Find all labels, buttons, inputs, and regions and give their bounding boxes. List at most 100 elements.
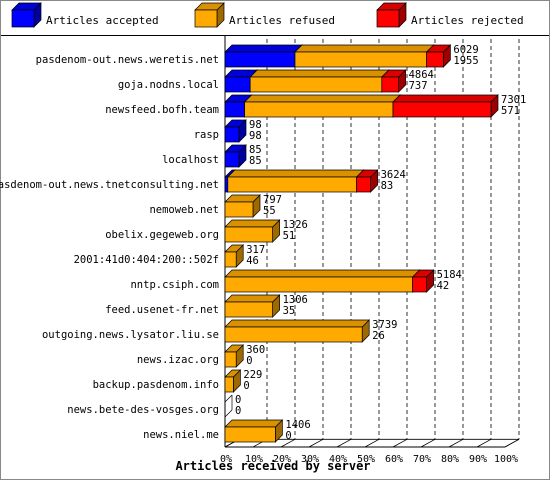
bar-row-1 <box>224 44 452 68</box>
bar-6-accepted-front <box>224 176 229 193</box>
bar-1-refused-front <box>294 51 427 68</box>
data-label-total-15: 0 <box>235 394 241 406</box>
floor-tick-5 <box>364 438 380 448</box>
data-label-second-16: 0 <box>285 430 291 442</box>
bar-16-refused-front <box>224 426 276 443</box>
bar-14-refused-front <box>224 376 234 393</box>
bar-1-accepted-front <box>224 51 296 68</box>
bar-7-refused <box>224 194 261 218</box>
bar-12-refused-top <box>224 319 371 328</box>
bar-2-refused-front <box>249 76 383 93</box>
data-label-second-5: 85 <box>249 155 262 167</box>
floor-tick-4 <box>336 438 352 448</box>
bar-9-refused <box>224 244 245 268</box>
x-tick-label-8: 80% <box>441 454 459 465</box>
bar-3-rejected-top <box>392 94 499 103</box>
bar-1-rejected <box>425 44 452 68</box>
data-label-second-10: 42 <box>437 280 450 292</box>
floor-tick-8 <box>448 438 464 448</box>
bar-13-refused <box>224 344 245 368</box>
data-label-second-15: 0 <box>235 405 241 417</box>
bar-6-rejected <box>355 169 379 193</box>
bar-16-refused <box>224 419 284 443</box>
bar-15-empty-top <box>224 394 233 403</box>
bar-8-refused <box>224 219 281 243</box>
category-label-4: rasp <box>194 129 219 141</box>
bar-row-15 <box>224 394 233 418</box>
bar-6-refused-top <box>226 169 365 178</box>
data-label-second-14: 0 <box>243 380 249 392</box>
x-axis-label: Articles received by server <box>175 459 370 473</box>
legend-swatch-2 <box>194 2 225 28</box>
data-label-total-11: 1306 <box>283 294 308 306</box>
bar-row-10 <box>224 269 435 293</box>
bar-3-refused-front <box>244 101 394 118</box>
x-tick-label-4: 40% <box>329 454 347 465</box>
data-label-second-8: 51 <box>283 230 296 242</box>
bar-9-refused-front <box>224 251 237 268</box>
legend-swatch-3 <box>376 2 407 28</box>
data-label-second-7: 55 <box>263 205 276 217</box>
x-tick-label-2: 20% <box>273 454 291 465</box>
data-label-second-2: 737 <box>409 80 428 92</box>
category-label-5: localhost <box>162 154 219 166</box>
bar-2-refused <box>249 69 390 93</box>
data-label-second-9: 46 <box>246 255 259 267</box>
floor-tick-6 <box>392 438 408 448</box>
bar-6-refused-front <box>227 176 357 193</box>
bar-11-refused <box>224 294 281 318</box>
bar-2-accepted-front <box>224 76 251 93</box>
bar-6-refused <box>226 169 365 193</box>
x-tick-label-3: 30% <box>301 454 319 465</box>
bar-row-9 <box>224 244 245 268</box>
bar-2-rejected-front <box>381 76 399 93</box>
bar-1-accepted <box>224 44 303 68</box>
bar-11-refused-front <box>224 301 273 318</box>
category-label-6: pasdenom-out.news.tnetconsulting.net <box>0 179 219 191</box>
x-tick-label-10: 100% <box>494 454 518 465</box>
bar-5-accepted <box>224 144 247 168</box>
floor-tick-10 <box>504 438 520 448</box>
bar-7-refused-front <box>224 201 254 218</box>
x-tick-label-5: 50% <box>357 454 375 465</box>
data-label-total-9: 317 <box>246 244 265 256</box>
bar-row-6 <box>224 169 379 193</box>
category-label-13: news.izac.org <box>137 354 219 366</box>
x-tick-label-9: 90% <box>469 454 487 465</box>
data-label-total-10: 5184 <box>437 269 462 281</box>
bar-12-refused-front <box>224 326 363 343</box>
bar-3-refused-top <box>243 94 401 103</box>
category-label-12: outgoing.news.lysator.liu.se <box>42 329 219 341</box>
bar-1-rejected-front <box>426 51 444 68</box>
data-label-total-2: 4864 <box>409 69 434 81</box>
bar-1-refused <box>294 44 435 68</box>
data-label-second-13: 0 <box>246 355 252 367</box>
category-label-16: news.niel.me <box>143 429 219 441</box>
data-label-second-4: 98 <box>249 130 262 142</box>
data-label-total-6: 3624 <box>381 169 406 181</box>
bar-11-refused-top <box>224 294 281 303</box>
data-label-second-1: 1955 <box>453 55 478 67</box>
data-label-total-13: 360 <box>246 344 265 356</box>
bar-10-refused <box>224 269 421 293</box>
category-label-1: pasdenom-out.news.weretis.net <box>36 54 219 66</box>
x-tick-label-0: 0% <box>220 454 232 465</box>
bar-1-refused-top <box>294 44 435 53</box>
bar-6-rejected-front <box>356 176 371 193</box>
bar-4-accepted <box>224 119 247 143</box>
bar-row-2 <box>224 69 407 93</box>
bar-12-refused <box>224 319 371 343</box>
category-label-9: 2001:41d0:404:200::502f <box>74 254 219 266</box>
bar-5-accepted-front <box>224 151 240 168</box>
bar-row-12 <box>224 319 371 343</box>
category-label-15: news.bete-des-vosges.org <box>67 404 219 416</box>
bar-row-8 <box>224 219 281 243</box>
bar-3-refused <box>243 94 401 118</box>
legend-swatch-3-front <box>376 9 400 28</box>
x-tick-label-1: 10% <box>245 454 263 465</box>
category-label-11: feed.usenet-fr.net <box>105 304 219 316</box>
data-label-total-1: 6029 <box>453 44 478 56</box>
x-tick-label-6: 60% <box>385 454 403 465</box>
